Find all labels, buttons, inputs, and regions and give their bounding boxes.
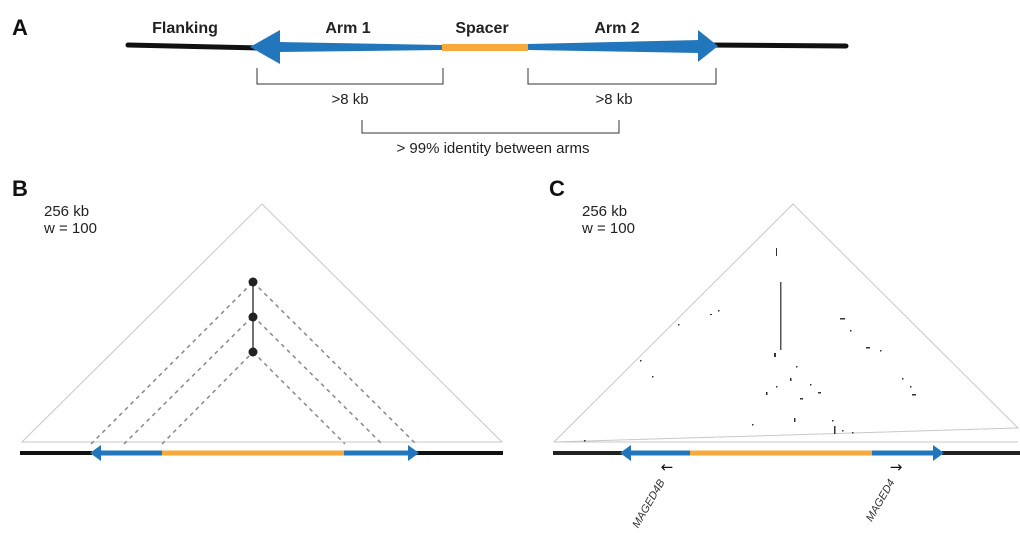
dot-mark-vertical-line <box>780 282 782 350</box>
panel-a: A Flanking Arm 1 Spacer Arm 2 >8 kb >8 k… <box>12 15 849 157</box>
dot-mark <box>640 360 642 362</box>
panel-c-w-param: w = 100 <box>581 220 635 237</box>
dot-mark <box>850 330 852 332</box>
dot-mark <box>912 394 916 396</box>
dot-mark <box>910 386 912 388</box>
gene-left-label: MAGED4B <box>630 478 667 531</box>
dot-mark <box>800 398 803 400</box>
arm2-arrowhead <box>698 30 718 62</box>
apex-point-outer <box>248 277 258 287</box>
spacer-label: Spacer <box>455 20 508 37</box>
panel-b-w-param: w = 100 <box>43 220 97 237</box>
panel-b: B 256 kb w = 100 <box>12 176 504 461</box>
dot-mark <box>718 310 720 312</box>
panel-c: C 256 kb w = 100 <box>549 176 1020 530</box>
panel-c-arm2-arrowhead <box>933 445 944 461</box>
dot-mark <box>776 386 778 388</box>
panel-b-arm1-arrowhead <box>90 445 101 461</box>
arm2-length-label: >8 kb <box>595 91 632 108</box>
dot-mark <box>710 314 712 315</box>
dot-mark <box>652 376 654 378</box>
panel-b-arm2-arrowhead <box>408 445 419 461</box>
arm2-label: Arm 2 <box>594 20 639 37</box>
panel-b-diagonals <box>90 281 417 445</box>
arm2-bracket <box>527 68 717 85</box>
arm1-shaft <box>278 42 442 52</box>
dot-mark <box>776 248 777 256</box>
gene-right-direction-arrow: → <box>890 458 903 476</box>
apex-point-inner <box>248 347 258 357</box>
panel-b-triangle <box>20 203 504 443</box>
panel-c-dotplot-marks <box>584 248 916 442</box>
dot-mark <box>842 430 844 432</box>
panel-a-letter: A <box>12 15 28 40</box>
panel-c-window-size: 256 kb <box>582 203 627 220</box>
dashed-diagonal-inner-right <box>252 351 346 445</box>
gene-right-label: MAGED4 <box>864 478 898 524</box>
arm2-shaft <box>528 40 700 53</box>
dot-mark <box>866 347 870 349</box>
dashed-diagonal-mid-left <box>123 315 254 445</box>
panel-c-triangle <box>552 203 1020 443</box>
dot-mark <box>818 392 821 394</box>
panel-b-letter: B <box>12 176 28 201</box>
dot-mark <box>880 350 882 352</box>
flanking-label: Flanking <box>152 20 218 37</box>
flanking-left-line <box>125 42 261 51</box>
dot-mark <box>840 318 845 320</box>
dot-mark <box>794 418 796 422</box>
arm1-bracket <box>256 68 444 85</box>
dashed-diagonal-outer-right <box>252 281 417 445</box>
arm1-arrowhead <box>250 30 280 64</box>
identity-label: > 99% identity between arms <box>396 140 589 157</box>
dot-mark <box>852 432 854 434</box>
panel-c-letter: C <box>549 176 565 201</box>
dashed-diagonal-outer-left <box>90 281 254 445</box>
dot-mark <box>834 426 836 434</box>
dot-mark <box>774 353 776 357</box>
flanking-right-line <box>705 42 849 49</box>
dot-mark <box>810 384 812 386</box>
panel-b-window-size: 256 kb <box>44 203 89 220</box>
gene-left-direction-arrow: ← <box>661 458 674 476</box>
dot-mark <box>584 440 586 442</box>
dashed-diagonal-inner-left <box>161 351 254 445</box>
apex-point-mid <box>248 312 258 322</box>
dot-mark <box>790 378 792 381</box>
dot-mark <box>678 324 680 326</box>
dot-mark <box>832 420 834 422</box>
panel-c-arm1-arrowhead <box>620 445 631 461</box>
spacer-segment <box>442 44 528 51</box>
arm1-length-label: >8 kb <box>331 91 368 108</box>
arm1-label: Arm 1 <box>325 20 370 37</box>
dot-mark <box>902 378 904 380</box>
dot-mark <box>766 392 768 395</box>
dashed-diagonal-mid-right <box>252 315 383 445</box>
dot-mark <box>752 424 754 426</box>
identity-bracket <box>361 120 620 134</box>
dot-mark <box>796 366 798 368</box>
